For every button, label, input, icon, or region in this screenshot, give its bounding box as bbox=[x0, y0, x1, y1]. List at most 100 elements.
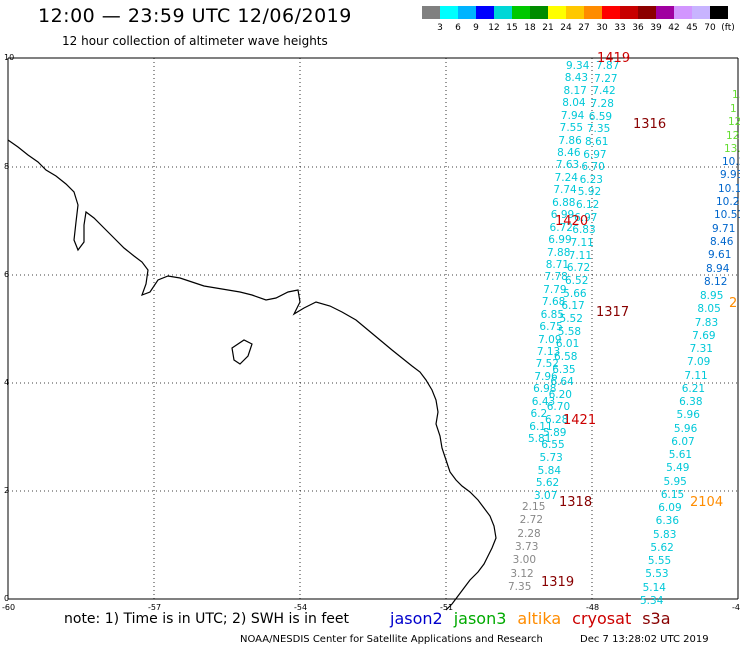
wave-height-value: 6.55 bbox=[541, 439, 565, 452]
colorbar-swatch bbox=[512, 6, 530, 19]
wave-height-value: 10.51 bbox=[714, 209, 740, 222]
wave-height-value: 6.85 bbox=[540, 308, 565, 321]
wave-height-value: 7.24 bbox=[554, 171, 578, 184]
wave-height-value: 6.97 bbox=[583, 148, 607, 161]
wave-height-value: 6.83 bbox=[572, 224, 596, 237]
wave-height-value: 7.79 bbox=[543, 283, 567, 296]
wave-height-value: 9.71 bbox=[712, 222, 736, 235]
longitude-label: -51 bbox=[440, 603, 454, 612]
latitude-label: 2 bbox=[4, 486, 10, 495]
wave-height-value: 7.13 bbox=[536, 345, 561, 358]
wave-height-value: 7.09 bbox=[686, 356, 711, 369]
wave-height-value: 6.72 bbox=[549, 221, 573, 234]
colorbar-swatch bbox=[638, 6, 656, 19]
wave-height-value: 7.94 bbox=[560, 109, 585, 122]
wave-height-value: 5.61 bbox=[668, 449, 693, 462]
colorbar-label: 9 bbox=[473, 23, 479, 33]
wave-height-value: 7.11 bbox=[684, 369, 708, 382]
wave-height-value: 2.72 bbox=[519, 514, 544, 527]
pass-time-label: 1421 bbox=[563, 413, 597, 428]
colorbar-label: 70 bbox=[704, 23, 716, 33]
pass-time-label: 2 bbox=[729, 296, 738, 311]
longitude-label: -54 bbox=[294, 603, 308, 612]
legend-entry-altika: altika bbox=[517, 609, 562, 628]
wave-height-value: 7.28 bbox=[590, 97, 614, 110]
wave-height-value: 6.72 bbox=[566, 262, 591, 275]
wave-height-value: 6.11 bbox=[529, 420, 553, 433]
legend-entry-jason2: jason2 bbox=[390, 609, 443, 628]
wave-height-value: 7.69 bbox=[692, 329, 716, 342]
pass-time-label: 1420 bbox=[555, 214, 589, 229]
wave-height-value: 3.12 bbox=[510, 567, 534, 580]
wave-height-value: 5.53 bbox=[645, 568, 669, 581]
wave-height-value: 7.31 bbox=[689, 343, 713, 356]
colorbar-swatch bbox=[692, 6, 710, 19]
colorbar-label: 6 bbox=[455, 23, 461, 33]
colorbar-swatch bbox=[566, 6, 584, 19]
wave-height-value: 7.11 bbox=[570, 237, 594, 250]
wave-height-value: 3.00 bbox=[512, 554, 537, 567]
wave-height-value: 8.46 bbox=[710, 236, 734, 248]
coastline bbox=[7, 139, 497, 611]
wave-height-value: 5.84 bbox=[537, 464, 562, 477]
wave-height-value: 6.15 bbox=[660, 488, 685, 501]
wave-height-value: 5.49 bbox=[666, 462, 690, 475]
wave-height-value: 7.87 bbox=[596, 60, 620, 72]
colorbar-label: 42 bbox=[668, 23, 680, 33]
legend-entry-s3a: s3a bbox=[642, 609, 671, 628]
colorbar-label: 39 bbox=[650, 23, 662, 33]
colorbar-swatch bbox=[530, 6, 548, 19]
wave-height-value: 5.92 bbox=[577, 186, 602, 199]
wave-height-value: 6.43 bbox=[531, 395, 556, 408]
wave-height-value: 13. bbox=[724, 143, 740, 155]
wave-height-value: 10.27 bbox=[716, 196, 740, 208]
wave-height-value: 7.68 bbox=[541, 296, 566, 309]
wave-height-value: 7.27 bbox=[594, 72, 618, 85]
colorbar-label: 15 bbox=[506, 23, 518, 33]
pass-time-label: 1419 bbox=[597, 51, 631, 66]
wave-height-value: 1 bbox=[730, 102, 737, 115]
wave-height-value: 8.05 bbox=[697, 303, 721, 316]
wave-height-value: 6.35 bbox=[552, 363, 576, 376]
wave-height-value: 7.88 bbox=[547, 246, 571, 259]
wave-height-value: 3.07 bbox=[534, 490, 558, 502]
colorbar-label: 24 bbox=[560, 23, 572, 33]
wave-height-value: 7.09 bbox=[538, 333, 562, 346]
wave-height-value: 6.70 bbox=[546, 401, 571, 414]
wave-height-value: 6.36 bbox=[655, 515, 680, 528]
colorbar-label: 18 bbox=[524, 23, 536, 33]
longitude-label: -48 bbox=[586, 603, 600, 612]
wave-height-value: 7.86 bbox=[558, 134, 582, 147]
wave-height-value: 7.52 bbox=[535, 358, 559, 371]
colorbar-label: (ft) bbox=[721, 23, 735, 33]
pass-time-label: 1316 bbox=[633, 117, 667, 132]
wave-height-value: 5.14 bbox=[642, 581, 666, 594]
colorbar-label: 45 bbox=[686, 23, 698, 33]
wave-height-value: 6.70 bbox=[581, 161, 605, 174]
colorbar-swatch bbox=[620, 6, 638, 19]
colorbar-swatch bbox=[548, 6, 566, 19]
wave-height-value: 6.75 bbox=[539, 321, 563, 334]
longitude-label: -45 bbox=[732, 603, 740, 612]
wave-height-value: 7.35 bbox=[508, 581, 532, 593]
pass-time-label: 1318 bbox=[559, 495, 593, 510]
wave-height-value: 9.93 bbox=[720, 169, 740, 182]
colorbar-label: 21 bbox=[542, 23, 554, 33]
wave-height-value: 8.12 bbox=[704, 276, 728, 288]
wave-height-value: 5.62 bbox=[535, 477, 560, 490]
latitude-label: 0 bbox=[4, 594, 10, 603]
wave-height-value: 2.15 bbox=[522, 501, 546, 513]
longitude-label: -60 bbox=[2, 603, 16, 612]
wave-height-value: 5.96 bbox=[673, 422, 698, 435]
wave-height-value: 7.63 bbox=[555, 159, 580, 172]
wave-height-value: 6.99 bbox=[550, 209, 575, 222]
colorbar-label: 33 bbox=[614, 23, 626, 33]
wave-height-value: 5.62 bbox=[650, 541, 674, 554]
wave-height-value: 6.17 bbox=[561, 300, 585, 313]
wave-height-value: 6.58 bbox=[554, 350, 578, 363]
colorbar-swatch bbox=[476, 6, 494, 19]
colorbar-swatch bbox=[710, 6, 728, 19]
wave-height-value: 7.42 bbox=[592, 85, 616, 98]
wave-height-value: 5.66 bbox=[563, 287, 587, 300]
